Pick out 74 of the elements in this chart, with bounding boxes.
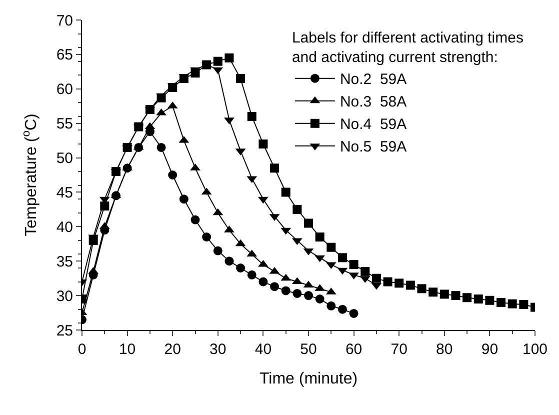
- point: [496, 298, 506, 307]
- x-tick-label: 100: [522, 341, 548, 358]
- point: [270, 282, 280, 292]
- x-tick-label: 60: [345, 341, 362, 358]
- point: [304, 291, 313, 300]
- point: [349, 308, 358, 318]
- point: [247, 112, 256, 121]
- x-tick-label: 40: [254, 341, 272, 358]
- x-tick-label: 30: [210, 341, 226, 358]
- y-tick-label: 60: [56, 81, 73, 98]
- y-tick-label: 70: [56, 12, 73, 30]
- point: [440, 290, 449, 299]
- x-tick-label: 50: [300, 341, 317, 358]
- point: [270, 164, 280, 173]
- point: [326, 242, 336, 252]
- legend-label: No.4 59A: [340, 116, 407, 134]
- legend-title: Labels for different activating times and activating current strength:: [292, 30, 524, 66]
- point: [383, 277, 392, 286]
- point: [213, 56, 222, 66]
- point: [428, 288, 438, 297]
- point: [360, 266, 370, 276]
- point: [292, 288, 302, 298]
- point: [474, 294, 483, 304]
- point: [179, 194, 188, 204]
- y-tick-label: 50: [56, 150, 73, 168]
- point: [168, 170, 178, 180]
- point: [281, 286, 290, 296]
- point: [224, 256, 234, 266]
- point: [451, 291, 460, 300]
- x-tick-label: 80: [436, 341, 453, 358]
- y-tick-label: 65: [56, 46, 73, 64]
- x-tick-label: 90: [481, 341, 498, 358]
- point: [202, 232, 212, 242]
- point: [326, 301, 336, 310]
- x-tick-label: 20: [164, 341, 181, 358]
- x-tick-label: 10: [118, 341, 136, 358]
- point: [338, 304, 347, 314]
- point: [258, 196, 268, 204]
- point: [315, 232, 324, 242]
- point: [372, 274, 381, 283]
- point: [190, 215, 200, 224]
- point: [247, 270, 256, 280]
- x-tick-label: 0: [78, 341, 86, 358]
- x-axis-title: Time (minute): [259, 370, 358, 388]
- point: [292, 204, 302, 214]
- point: [224, 53, 234, 62]
- point: [258, 140, 268, 148]
- point: [519, 300, 528, 310]
- legend-label: No.3 58A: [340, 94, 407, 111]
- point: [349, 260, 358, 270]
- y-tick-label: 30: [56, 288, 73, 305]
- y-tick-label: 35: [56, 253, 73, 270]
- point: [281, 188, 290, 197]
- point: [258, 277, 268, 286]
- point: [406, 280, 415, 290]
- point: [315, 294, 324, 304]
- point: [236, 74, 246, 84]
- point: [417, 284, 426, 294]
- point: [485, 296, 494, 305]
- legend-label: No.5 59A: [340, 138, 407, 156]
- point: [236, 264, 246, 272]
- point: [338, 253, 347, 262]
- y-tick-label: 55: [56, 116, 73, 133]
- y-tick-label: 45: [56, 184, 73, 202]
- x-tick-label: 70: [390, 341, 408, 358]
- point: [394, 278, 404, 288]
- y-tick-label: 40: [56, 218, 73, 236]
- point: [213, 246, 222, 256]
- point: [508, 299, 517, 308]
- point: [462, 293, 472, 302]
- y-tick-label: 25: [56, 322, 73, 340]
- point: [304, 218, 313, 228]
- legend-label: No.2 59A: [340, 71, 407, 88]
- point: [156, 142, 166, 152]
